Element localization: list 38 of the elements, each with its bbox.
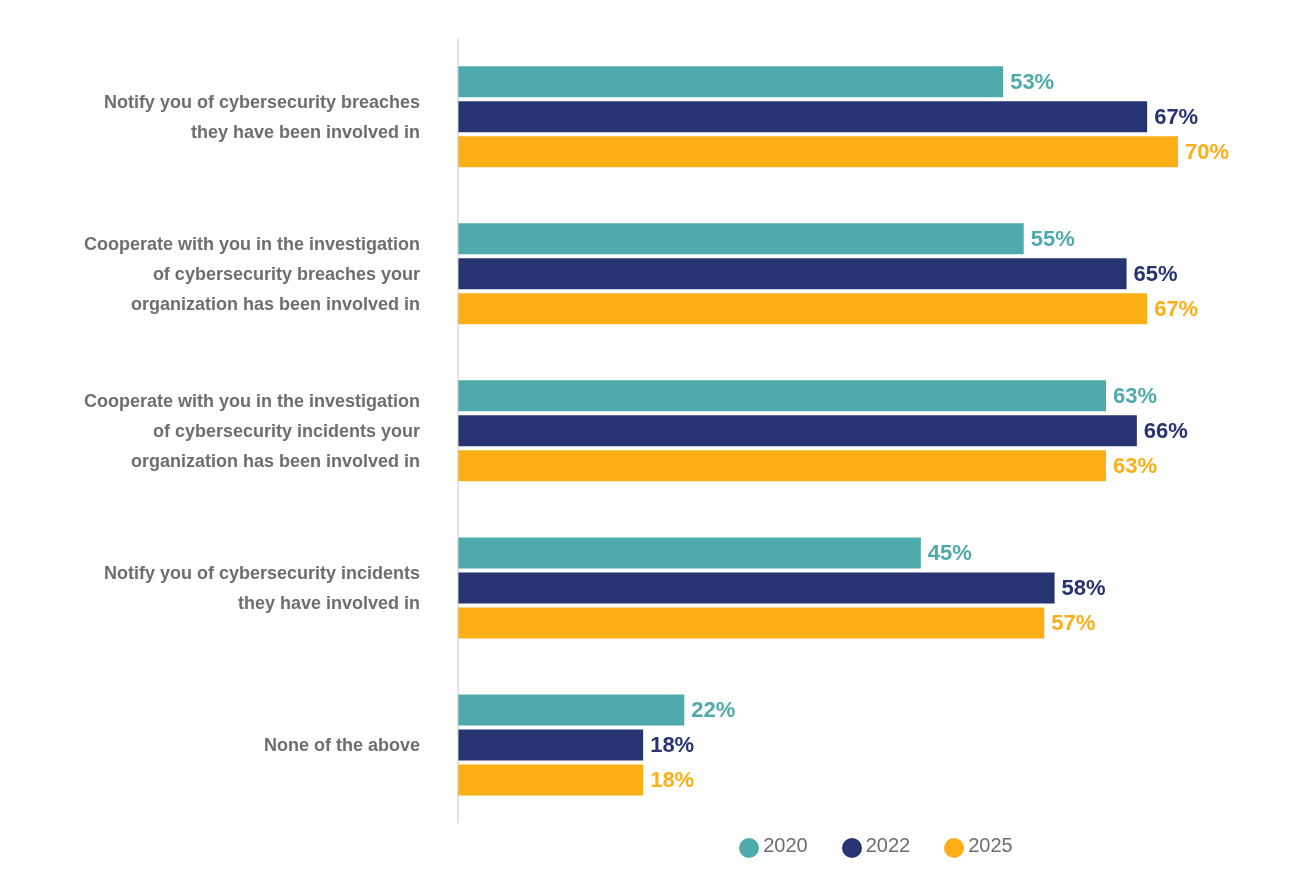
data-label: 18% (650, 732, 695, 758)
data-label: 63% (1113, 453, 1158, 479)
bar (458, 764, 644, 796)
legend-label: 2022 (865, 834, 911, 857)
data-label: 45% (927, 540, 972, 566)
bar (458, 101, 1148, 133)
data-label: 53% (1010, 69, 1055, 95)
data-label: 70% (1185, 139, 1230, 165)
y-tick-label: Notify you of cybersecurity breaches they have been involved in (103, 91, 420, 142)
data-label: 67% (1154, 296, 1199, 322)
data-label: 22% (691, 697, 736, 723)
bar (458, 136, 1178, 168)
bar (458, 450, 1106, 482)
y-tick-label: Cooperate with you in the investigation of cybersecurity breaches your organization has been involved in (83, 233, 420, 314)
legend-label: 2025 (968, 834, 1013, 857)
y-tick-label: None of the above (263, 734, 420, 755)
legend-label: 2020 (763, 834, 808, 857)
data-label: 57% (1051, 610, 1096, 636)
bar (458, 415, 1137, 447)
bar (458, 537, 921, 569)
data-label: 58% (1061, 575, 1106, 601)
y-tick-label: Cooperate with you in the investigation of cybersecurity incidents your organization has been involved in (83, 390, 420, 471)
bar (458, 694, 685, 726)
bar (458, 66, 1004, 98)
bar (458, 572, 1055, 604)
y-tick-label: Notify you of cybersecurity incidents they have involved in (103, 562, 420, 613)
bar (458, 293, 1148, 325)
bar (458, 729, 644, 761)
data-label: 18% (650, 767, 695, 793)
bar (458, 380, 1106, 412)
bar (458, 223, 1024, 255)
bar (458, 258, 1127, 290)
data-label: 66% (1143, 418, 1188, 444)
bar (458, 607, 1045, 639)
data-label: 55% (1030, 226, 1075, 252)
data-label: 67% (1154, 104, 1199, 130)
data-label: 65% (1133, 261, 1178, 287)
data-label: 63% (1113, 383, 1158, 409)
